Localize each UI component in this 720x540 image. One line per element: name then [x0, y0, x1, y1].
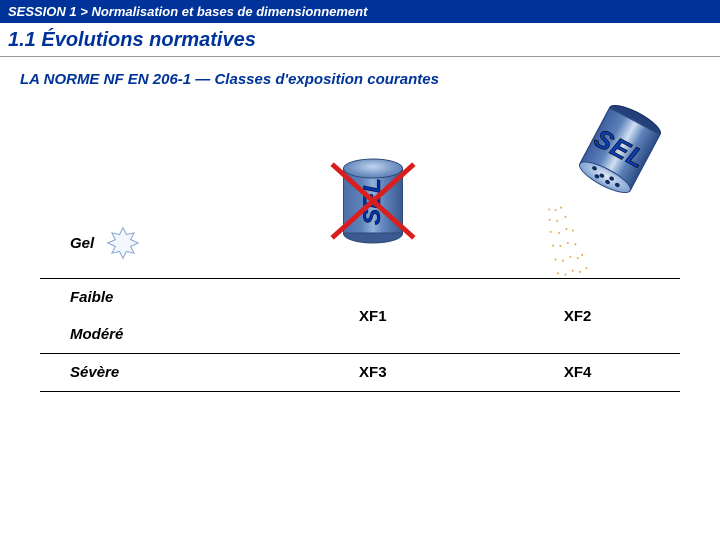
salt-stream-icon — [537, 201, 589, 287]
session-topic: Normalisation et bases de dimensionnemen… — [91, 4, 367, 19]
sel-shaker-icon: SEL — [513, 126, 643, 256]
cell-condition: Sévère — [40, 354, 270, 392]
cell-condition: Modéré — [40, 316, 270, 354]
cell-value: XF1 — [270, 279, 475, 354]
page-subtitle: LA NORME NF EN 206-1 — Classes d'exposit… — [0, 57, 720, 96]
table-row: Sévère XF3 XF4 — [40, 354, 680, 392]
content-area: Gel SEL — [0, 96, 720, 392]
gel-label: Gel — [70, 235, 94, 252]
sel-cylinder-crossed-icon: SEL — [333, 146, 413, 256]
exposure-table: Gel SEL — [40, 116, 680, 392]
table-header-row: Gel SEL — [40, 116, 680, 279]
cell-value: XF2 — [475, 279, 680, 354]
cell-value: XF3 — [270, 354, 475, 392]
snowflake-icon — [106, 226, 140, 260]
header-cell-salt: SEL — [475, 116, 680, 279]
cell-condition: Faible — [40, 279, 270, 317]
page-title: 1.1 Évolutions normatives — [0, 23, 720, 57]
table-row: Faible XF1 XF2 — [40, 279, 680, 317]
header-cell-no-salt: SEL — [270, 116, 475, 279]
red-cross-icon — [333, 146, 413, 256]
cell-value: XF4 — [475, 354, 680, 392]
session-bar: SESSION 1 > Normalisation et bases de di… — [0, 0, 720, 23]
session-prefix: SESSION 1 > — [8, 4, 88, 19]
header-cell-gel: Gel — [40, 116, 270, 279]
